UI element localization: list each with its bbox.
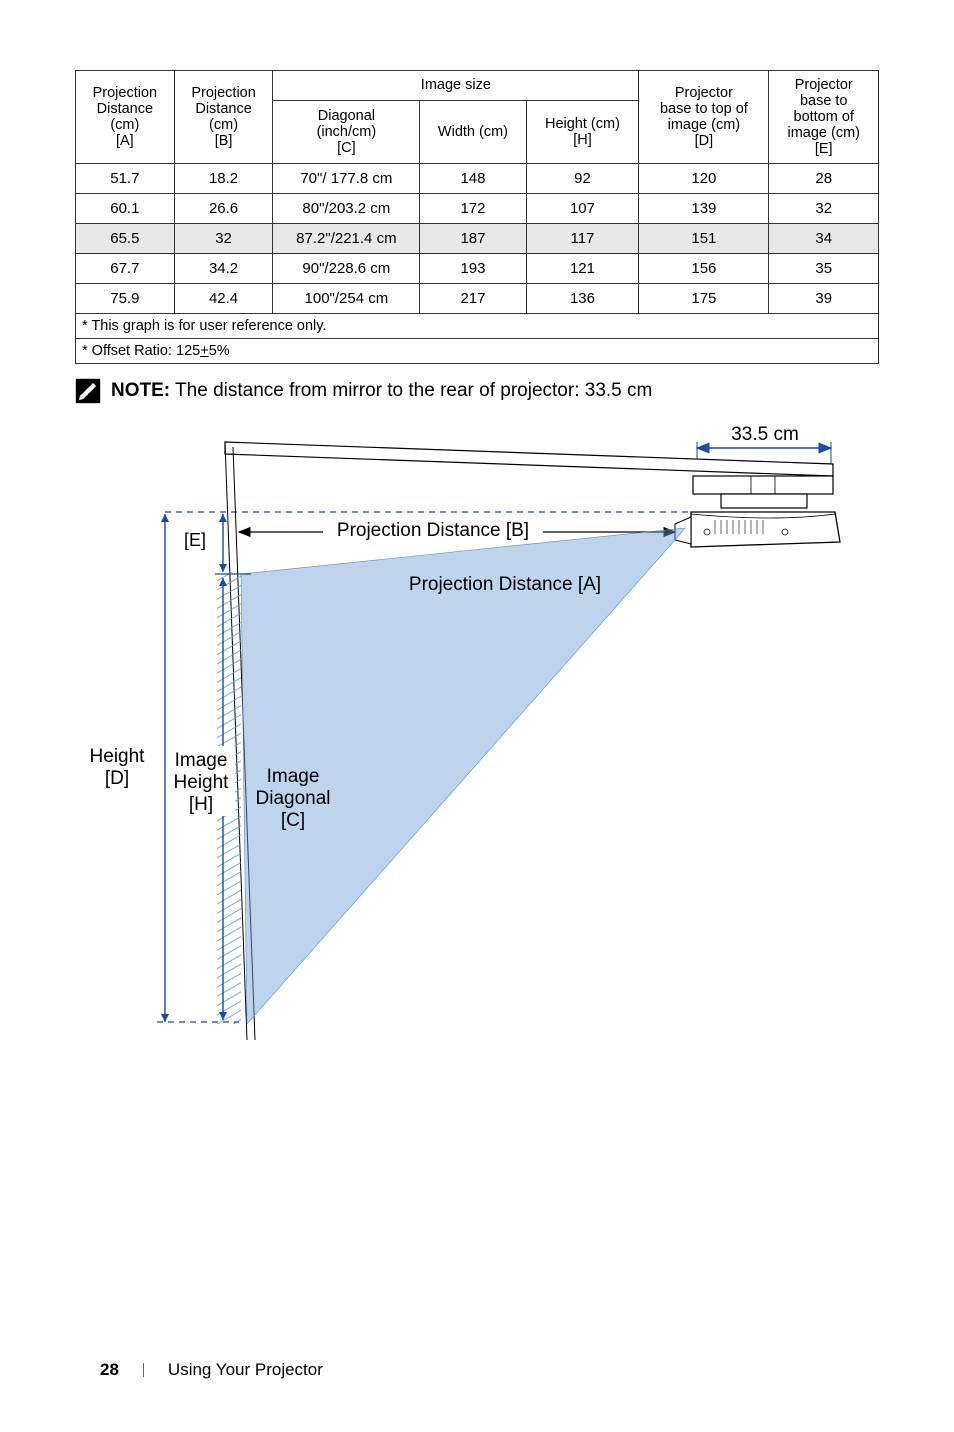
table-cell: 60.1 <box>76 194 175 224</box>
table-cell: 35 <box>769 254 879 284</box>
table-cell: 117 <box>526 224 639 254</box>
table-cell: 39 <box>769 284 879 314</box>
section-title: Using Your Projector <box>168 1360 323 1380</box>
label-img-h2: Height <box>174 772 230 793</box>
table-cell: 120 <box>639 164 769 194</box>
table-cell: 100"/254 cm <box>273 284 420 314</box>
table-cell: 65.5 <box>76 224 175 254</box>
col-header-diagonal: Diagonal(inch/cm)[C] <box>273 100 420 163</box>
table-cell: 175 <box>639 284 769 314</box>
label-img-c2: Diagonal <box>256 788 331 809</box>
page-footer: 28 Using Your Projector <box>100 1360 323 1380</box>
page-number: 28 <box>100 1360 119 1380</box>
table-cell: 156 <box>639 254 769 284</box>
projection-diagram: 33.5 cm <box>75 422 879 1067</box>
table-cell: 139 <box>639 194 769 224</box>
table-cell: 51.7 <box>76 164 175 194</box>
table-footnote-2: * Offset Ratio: 125+5% <box>76 339 879 364</box>
table-cell: 34 <box>769 224 879 254</box>
table-cell: 34.2 <box>174 254 273 284</box>
label-height-d1: Height <box>90 746 146 767</box>
label-img-c1: Image <box>267 766 320 787</box>
table-footnote-1: * This graph is for user reference only. <box>76 314 879 339</box>
table-cell: 18.2 <box>174 164 273 194</box>
table-cell: 151 <box>639 224 769 254</box>
table-cell: 32 <box>174 224 273 254</box>
table-cell: 75.9 <box>76 284 175 314</box>
table-cell: 32 <box>769 194 879 224</box>
table-row: 65.53287.2"/221.4 cm18711715134 <box>76 224 879 254</box>
footer-separator <box>143 1363 144 1377</box>
table-cell: 92 <box>526 164 639 194</box>
col-header-d: Projectorbase to top ofimage (cm)[D] <box>639 71 769 164</box>
table-cell: 172 <box>420 194 526 224</box>
label-a: Projection Distance [A] <box>409 574 601 595</box>
label-img-h3: [H] <box>189 794 213 815</box>
label-b: Projection Distance [B] <box>337 520 529 541</box>
col-header-a: ProjectionDistance(cm)[A] <box>76 71 175 164</box>
note-text: NOTE: The distance from mirror to the re… <box>111 378 652 404</box>
col-header-image-size: Image size <box>273 71 639 101</box>
label-e: [E] <box>184 530 206 550</box>
projection-table: ProjectionDistance(cm)[A] ProjectionDist… <box>75 70 879 364</box>
label-height-d2: [D] <box>105 768 129 789</box>
table-cell: 67.7 <box>76 254 175 284</box>
label-img-h1: Image <box>175 750 228 771</box>
col-header-width: Width (cm) <box>420 100 526 163</box>
label-img-c3: [C] <box>281 810 305 831</box>
table-cell: 70"/ 177.8 cm <box>273 164 420 194</box>
col-header-e: Projectorbase tobottom ofimage (cm)[E] <box>769 71 879 164</box>
col-header-b: ProjectionDistance(cm)[B] <box>174 71 273 164</box>
table-row: 75.942.4100"/254 cm21713617539 <box>76 284 879 314</box>
table-row: 67.734.290"/228.6 cm19312115635 <box>76 254 879 284</box>
table-row: 60.126.680"/203.2 cm17210713932 <box>76 194 879 224</box>
table-cell: 87.2"/221.4 cm <box>273 224 420 254</box>
table-cell: 217 <box>420 284 526 314</box>
table-cell: 80"/203.2 cm <box>273 194 420 224</box>
dim-label-top: 33.5 cm <box>731 424 799 445</box>
table-row: 51.718.270"/ 177.8 cm1489212028 <box>76 164 879 194</box>
table-cell: 136 <box>526 284 639 314</box>
table-cell: 187 <box>420 224 526 254</box>
table-cell: 90"/228.6 cm <box>273 254 420 284</box>
table-cell: 193 <box>420 254 526 284</box>
table-cell: 26.6 <box>174 194 273 224</box>
table-cell: 148 <box>420 164 526 194</box>
table-cell: 121 <box>526 254 639 284</box>
note-callout: NOTE: The distance from mirror to the re… <box>75 378 879 404</box>
col-header-height: Height (cm)[H] <box>526 100 639 163</box>
table-cell: 107 <box>526 194 639 224</box>
table-cell: 28 <box>769 164 879 194</box>
table-cell: 42.4 <box>174 284 273 314</box>
note-icon <box>75 378 101 404</box>
